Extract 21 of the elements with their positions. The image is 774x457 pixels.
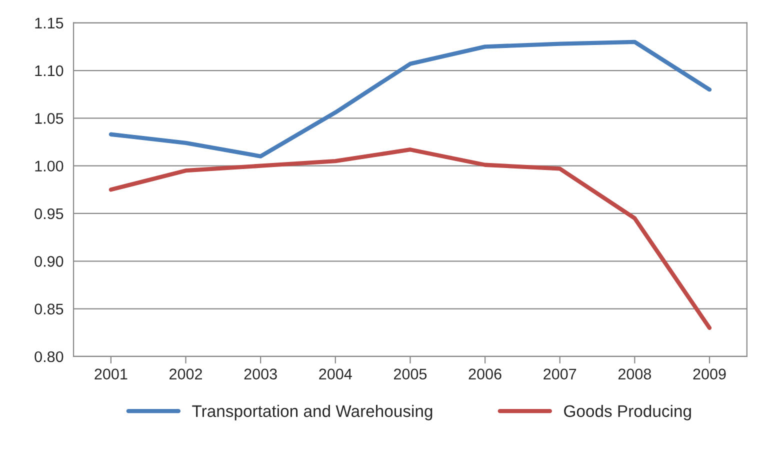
y-tick-label: 0.80	[34, 351, 64, 362]
x-tick-label: 2009	[693, 368, 726, 380]
x-tick-label: 2003	[244, 368, 277, 380]
y-tick-label: 1.15	[35, 18, 64, 29]
line-series	[108, 40, 712, 158]
x-tick-label: 2006	[468, 368, 502, 380]
y-tick-label: 1.10	[35, 65, 64, 76]
legend-label: Goods Producing	[564, 404, 691, 420]
x-tick-label: 2004	[319, 368, 352, 380]
y-tick-label: 0.90	[34, 256, 64, 267]
x-tick-label: 2001	[94, 368, 128, 380]
legend-label: Transportation and Warehousing	[192, 404, 432, 420]
y-tick-label: 1.05	[35, 113, 64, 124]
y-tick-label: 0.85	[34, 304, 64, 314]
y-tick-label: 0.95	[34, 208, 64, 220]
line-series	[108, 148, 712, 330]
y-tick-label: 1.00	[35, 160, 64, 172]
x-tick-label: 2005	[394, 368, 427, 380]
x-tick-label: 2002	[170, 368, 202, 380]
x-tick-label: 2008	[618, 368, 652, 380]
x-tick-label: 2007	[544, 368, 576, 380]
